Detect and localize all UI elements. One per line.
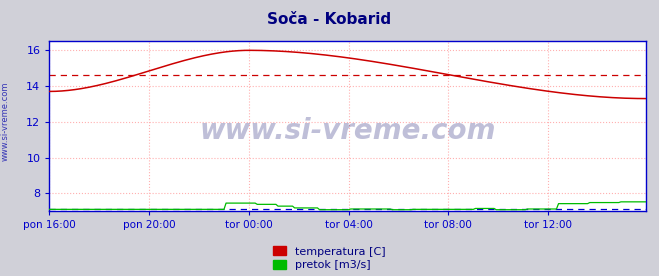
Text: www.si-vreme.com: www.si-vreme.com [200,117,496,145]
Text: www.si-vreme.com: www.si-vreme.com [1,82,10,161]
Text: Soča - Kobarid: Soča - Kobarid [268,12,391,27]
Legend: temperatura [C], pretok [m3/s]: temperatura [C], pretok [m3/s] [273,246,386,270]
